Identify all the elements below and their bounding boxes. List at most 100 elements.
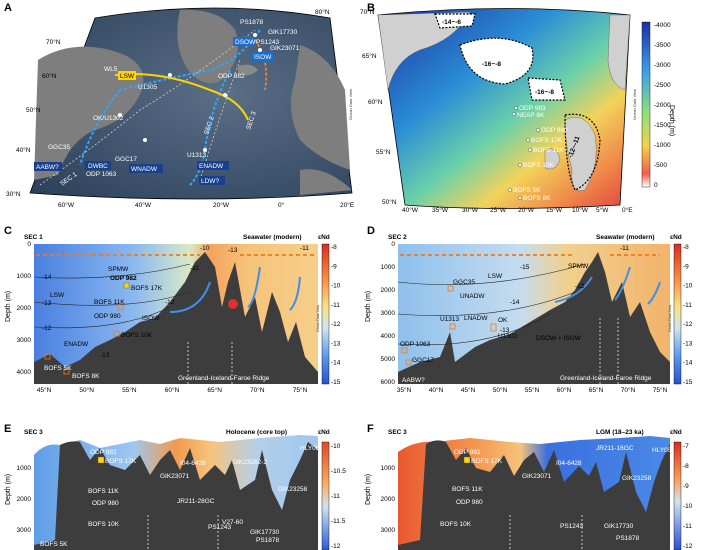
lat-label: 70°N <box>360 8 375 16</box>
contour-value: -11 <box>620 245 629 252</box>
contour-line <box>397 313 551 346</box>
contour-value: -12 <box>165 299 175 306</box>
core-marker <box>113 330 120 337</box>
tick-label: -12 <box>683 543 693 550</box>
watermass-box <box>197 161 229 170</box>
lon-label: 25°W <box>490 206 507 214</box>
current-path <box>79 89 121 166</box>
core-label: ODP 982 <box>218 73 245 80</box>
panel-letter-a: A <box>4 2 12 14</box>
tick-label: -9 <box>683 483 689 490</box>
core-label: BOFS 10K <box>523 162 555 169</box>
water-mass-label: ISOW <box>142 315 160 322</box>
bathymetry <box>34 441 318 550</box>
lat-label: 60°N <box>368 98 383 106</box>
core-label: PS1878 <box>616 535 640 542</box>
tick-label: 0 <box>391 241 395 248</box>
tick-label: 65°N <box>207 386 222 394</box>
water-mass-label: UNADW <box>460 293 485 300</box>
tick-label: -8 <box>683 244 689 251</box>
core-marker <box>44 353 51 360</box>
core-label: BOFS 17K <box>471 458 503 465</box>
core-sites <box>508 106 540 200</box>
tick-label: -9 <box>331 263 337 270</box>
section-title: SEC 3 <box>24 429 43 436</box>
lat-label: 40°N <box>16 146 31 154</box>
tick-label: -11 <box>331 493 340 500</box>
current-path <box>254 39 268 91</box>
colorbar-label: εNd <box>670 234 682 241</box>
tick-label: -14 <box>683 360 693 367</box>
watermass-label: AABW? <box>36 164 59 171</box>
core-marker <box>97 456 105 464</box>
flow-arrow <box>289 276 301 311</box>
core-label: V27-60 <box>222 519 243 526</box>
lon-label: 10°W <box>572 206 589 214</box>
panel-f-section: SEC 3 LGM (18–23 ka) εNd ODP 982 BOFS 17… <box>365 429 693 550</box>
y-axis-title: Depth (m) <box>5 291 12 322</box>
y-axis-title: Depth (m) <box>365 474 372 505</box>
core-marker <box>117 304 124 311</box>
panel-d-section: SEC 2 Seawater (modern) εNd SPMW LSW GGC… <box>365 234 693 394</box>
core-label: ODP 982 <box>90 449 117 456</box>
nd-colorbar <box>673 243 682 385</box>
tick-label: 1000 <box>17 273 32 280</box>
panel-b-map: -14~-6 -16~-8 -16~-8 -12~-11 ODP 983 NEA… <box>360 8 675 214</box>
tick-label: 6000 <box>381 379 396 386</box>
tick-label: 40°N <box>429 386 444 394</box>
contour-value: -12 <box>575 283 585 290</box>
water-mass-label: AABW? <box>402 377 425 384</box>
core-label: ODP 1063 <box>86 171 117 178</box>
lat-label: 60°N <box>42 72 57 80</box>
colorbar-label: εNd <box>318 234 330 241</box>
contour-value: -10 <box>200 245 210 252</box>
tick-label: -10 <box>683 503 693 510</box>
bathymetry <box>34 252 318 384</box>
ridge-label: Greenland-Iceland-Faroe Ridge <box>178 375 270 382</box>
core-label: PS1243 <box>560 523 584 530</box>
tick-label: 75°N <box>653 386 668 394</box>
nd-colorbar <box>321 243 330 385</box>
current-path <box>189 69 231 186</box>
lon-label: 20°E <box>340 201 355 209</box>
core-label: PS1878 <box>256 537 280 544</box>
colorbar-label: εNd <box>318 429 330 436</box>
section-title: SEC 3 <box>388 429 407 436</box>
core-label: GIK23258 <box>622 475 652 482</box>
section-title: SEC 2 <box>388 234 407 241</box>
tick-label: -13 <box>683 340 693 347</box>
core-marker <box>449 323 456 330</box>
core-label: GIK23262-2 <box>232 459 267 466</box>
tick-label: -2000 <box>654 102 671 109</box>
y-axis-title: Depth (m) <box>5 474 12 505</box>
core-label: GGC17 <box>115 156 137 163</box>
core-label: NEAP 8K <box>517 112 545 119</box>
colorbar-label: εNd <box>670 429 682 436</box>
core-label: HLY0503 <box>652 447 679 454</box>
panel-letter-d: D <box>367 225 375 237</box>
tick-label: 2000 <box>17 496 32 503</box>
tick-label: 4000 <box>17 369 32 376</box>
core-marker <box>63 368 70 375</box>
watermass-label: WNADW <box>131 166 158 173</box>
tick-label: 3000 <box>381 310 396 317</box>
flow-arrow <box>614 266 631 301</box>
africa-land <box>300 169 352 195</box>
contour-value: -15 <box>520 264 530 271</box>
epsilon-zone <box>564 113 601 191</box>
map-credit: Ocean Data View <box>668 304 672 332</box>
flow-arrow <box>247 266 261 308</box>
tick-label: 5000 <box>381 356 396 363</box>
map-credit: Ocean Data View <box>632 89 637 120</box>
lon-label: 0° <box>278 201 285 209</box>
core-label: ODP 982 <box>110 275 137 282</box>
tick-label: -14 <box>331 360 341 367</box>
y-axis-title: Depth (m) <box>365 291 372 322</box>
water-mass-label: LNADW <box>464 315 488 322</box>
zone-label: -14~-6 <box>442 19 461 26</box>
lon-label: 0°E <box>622 206 633 214</box>
lat-label: 30°N <box>6 190 21 198</box>
map-credit: Ocean Data View <box>348 89 353 120</box>
tick-label: -1500 <box>654 122 671 129</box>
